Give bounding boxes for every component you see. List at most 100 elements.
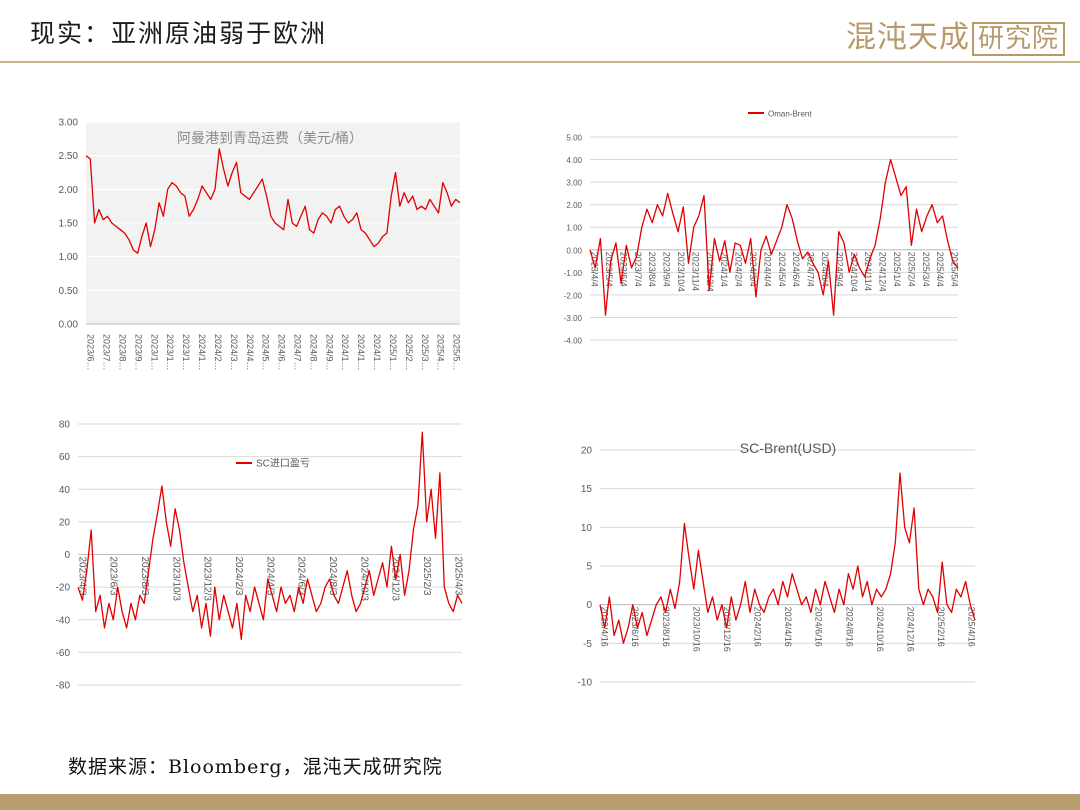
x-tick-label: 2024/9…	[324, 334, 334, 371]
legend-label: SC进口盈亏	[256, 458, 310, 470]
x-tick-label: 2025/2/4	[906, 252, 916, 287]
x-tick-label: 2024/10/16	[875, 607, 885, 652]
x-tick-label: 2023/9…	[133, 334, 143, 371]
x-tick-label: 2024/7/4	[806, 252, 816, 287]
x-tick-label: 2025/2/16	[936, 607, 946, 647]
x-tick-label: 2024/12/4	[878, 252, 888, 292]
x-tick-label: 2023/10/3	[170, 557, 181, 602]
y-tick-label: -20	[56, 583, 71, 594]
x-tick-label: 2023/6…	[86, 334, 96, 371]
x-tick-label: 2025/5…	[452, 334, 462, 371]
x-tick-label: 2024/4/4	[762, 252, 772, 287]
y-tick-label: 60	[59, 452, 71, 463]
x-tick-label: 2023/4/3	[76, 557, 87, 596]
x-tick-label: 2024/2/16	[753, 607, 763, 647]
x-tick-label: 2023/11/4	[690, 252, 700, 291]
x-tick-label: 2024/5…	[261, 334, 271, 371]
x-tick-label: 2025/3/4	[921, 252, 931, 287]
y-tick-label: 40	[59, 485, 71, 496]
source-note: 数据来源：Bloomberg，混沌天成研究院	[68, 756, 443, 778]
x-tick-label: 2024/4…	[245, 334, 255, 371]
y-tick-label: -80	[56, 681, 71, 692]
x-tick-label: 2023/10/16	[691, 607, 701, 652]
y-tick-label: 15	[581, 484, 593, 495]
x-tick-label: 2023/7…	[102, 334, 112, 371]
x-tick-label: 2024/6/4	[791, 252, 801, 287]
x-tick-label: 2024/8/16	[844, 607, 854, 647]
x-tick-label: 2023/6/16	[630, 607, 640, 647]
y-tick-label: 0	[64, 550, 70, 561]
x-tick-label: 2024/1…	[356, 334, 366, 371]
y-tick-label: -4.00	[564, 337, 583, 346]
y-tick-label: 20	[581, 446, 593, 457]
x-tick-label: 2024/8/3	[327, 557, 338, 596]
y-tick-label: 0	[586, 600, 592, 611]
y-tick-label: 2.00	[566, 201, 582, 210]
y-tick-label: 1.50	[59, 219, 79, 230]
x-tick-label: 2024/2/3	[233, 557, 244, 596]
x-tick-label: 2024/3…	[229, 334, 239, 371]
x-tick-label: 2025/2…	[404, 334, 414, 371]
y-tick-label: -10	[578, 678, 593, 689]
y-tick-label: 80	[59, 420, 71, 431]
y-tick-label: -3.00	[564, 314, 583, 323]
y-tick-label: -2.00	[564, 291, 583, 300]
x-tick-label: 2023/1…	[149, 334, 159, 371]
logo-script: 混沌天成	[846, 20, 970, 55]
y-tick-label: 0.50	[59, 286, 79, 297]
x-tick-label: 2023/8/3	[139, 557, 150, 596]
y-tick-label: 1.00	[59, 252, 79, 263]
y-tick-label: 10	[581, 523, 593, 534]
x-tick-label: 2023/9/4	[662, 252, 672, 287]
x-tick-label: 2024/10/3	[358, 557, 369, 602]
y-tick-label: 5.00	[566, 134, 582, 143]
x-tick-label: 2023/1…	[165, 334, 175, 371]
x-tick-label: 2023/8/16	[661, 607, 671, 647]
y-tick-label: -5	[583, 639, 592, 650]
y-tick-label: -60	[56, 648, 71, 659]
x-tick-label: 2024/1…	[372, 334, 382, 371]
x-tick-label: 2024/4/16	[783, 607, 793, 647]
x-tick-label: 2023/5/4	[604, 252, 614, 287]
logo-box: 研究院	[972, 22, 1066, 56]
x-tick-label: 2023/4/4	[590, 252, 600, 287]
x-tick-label: 2024/12/16	[905, 607, 915, 652]
y-tick-label: 2.00	[59, 185, 79, 196]
y-tick-label: 3.00	[566, 179, 582, 188]
x-tick-label: 2023/6/3	[108, 557, 119, 596]
x-tick-label: 2024/8…	[308, 334, 318, 371]
y-tick-label: 20	[59, 517, 71, 528]
chart-sc-import-margin: -80 -60 -40 -20 0 20 40 60 80 2023/4/3 2023/6/3 202…	[56, 420, 464, 692]
x-tick-label: 2023/1…	[181, 334, 191, 371]
logo: 混沌天成 研究院	[846, 12, 1066, 56]
chart-title: SC-Brent(USD)	[740, 440, 836, 456]
x-tick-label: 2024/5/4	[777, 252, 787, 287]
chart-title: 阿曼港到青岛运费（美元/桶）	[177, 130, 363, 146]
x-tick-label: 2024/2/4	[734, 252, 744, 287]
y-tick-label: 5	[586, 562, 592, 573]
series-line	[77, 431, 463, 640]
footer-bar	[0, 794, 1080, 810]
x-tick-label: 2025/4/3	[452, 557, 463, 596]
x-tick-label: 2023/8/4	[647, 252, 657, 287]
chart-oman-brent: -4.00 -3.00 -2.00 -1.00 0.00 1.00 2.00 3.00 4.00…	[564, 110, 960, 346]
series-line	[589, 158, 959, 316]
x-tick-label: 2025/1…	[388, 334, 398, 371]
series-line	[599, 472, 976, 644]
chart-freight-oman-qingdao: 0.00 0.50 1.00 1.50 2.00 2.50 3.00 2023/6… 2023/…	[59, 118, 462, 371]
y-tick-label: 2.50	[59, 151, 79, 162]
x-tick-label: 2024/9/4	[834, 252, 844, 287]
x-tick-label: 2024/1/4	[719, 252, 729, 287]
x-tick-label: 2024/1…	[340, 334, 350, 371]
y-tick-label: 4.00	[566, 156, 582, 165]
y-tick-label: 1.00	[566, 224, 582, 233]
x-tick-label: 2024/11/4	[863, 252, 873, 291]
x-tick-label: 2025/4/4	[935, 252, 945, 287]
x-tick-label: 2025/1/4	[892, 252, 902, 287]
y-tick-label: -40	[56, 615, 71, 626]
x-tick-label: 2023/10/4	[676, 252, 686, 292]
x-tick-label: 2023/12/4	[705, 252, 715, 292]
page-title: 现实：亚洲原油弱于欧洲	[30, 19, 328, 48]
x-tick-label: 2024/1…	[197, 334, 207, 371]
